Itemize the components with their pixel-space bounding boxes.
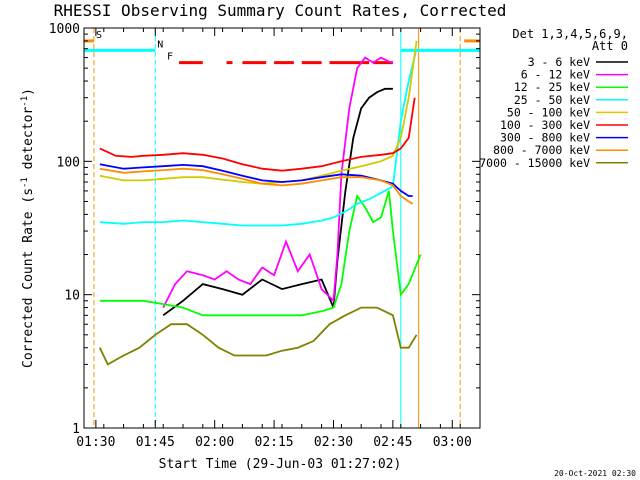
legend-header-line-1: Det 1,3,4,5,6,9, xyxy=(512,27,628,41)
legend-entry-label: 12 - 25 keV xyxy=(514,80,590,94)
x-tick-label: 01:30 xyxy=(76,435,115,450)
plot-area: S NF xyxy=(84,28,480,428)
x-tick-label: 02:45 xyxy=(373,435,412,450)
x-axis-label: Start Time (29-Jun-03 01:27:02) xyxy=(159,457,402,472)
y-tick-label: 100 xyxy=(57,155,80,170)
legend-entry-label: 300 - 800 keV xyxy=(500,131,590,145)
legend-header-line-2: Att 0 xyxy=(592,39,628,53)
x-axis: 01:30 01:45 02:00 02:15 02:30 02:45 03:00 xyxy=(76,28,481,450)
status-bar-label: N xyxy=(157,39,163,50)
series-line xyxy=(98,306,418,366)
legend-entry-label: 800 - 7000 keV xyxy=(493,143,590,157)
series-line xyxy=(162,87,393,317)
y-axis-label: Corrected Count Rate (s-1 detector-1) xyxy=(20,88,36,368)
y-tick-label: 1 xyxy=(72,422,80,437)
status-bar-label: F xyxy=(167,52,173,63)
status-bar-label: S xyxy=(96,30,102,41)
timestamp: 20-Oct-2021 02:30 xyxy=(554,469,636,478)
legend-entry-label: 100 - 300 keV xyxy=(500,118,590,132)
x-tick-label: 01:45 xyxy=(136,435,175,450)
series-line xyxy=(99,97,416,172)
series-line xyxy=(99,167,414,205)
series-line xyxy=(99,190,422,317)
y-tick-label: 10 xyxy=(64,289,80,304)
chart-title: RHESSI Observing Summary Count Rates, Co… xyxy=(54,1,507,20)
series-line xyxy=(99,163,413,197)
y-tick-label: 1000 xyxy=(49,22,80,37)
legend-entry-label: 6 - 12 keV xyxy=(521,68,590,82)
legend-entry-label: 7000 - 15000 keV xyxy=(479,156,590,170)
plot-frame xyxy=(83,27,481,429)
x-tick-label: 03:00 xyxy=(433,435,472,450)
legend-entry-label: 25 - 50 keV xyxy=(514,93,590,107)
series-line xyxy=(162,56,394,309)
legend-entry-label: 3 - 6 keV xyxy=(528,55,590,69)
x-tick-label: 02:00 xyxy=(195,435,234,450)
series-line xyxy=(99,48,418,227)
x-tick-label: 02:30 xyxy=(314,435,353,450)
x-tick-label: 02:15 xyxy=(255,435,294,450)
legend-entry-label: 50 - 100 keV xyxy=(507,105,590,119)
y-axis: 1 10 100 1000 xyxy=(49,22,480,437)
